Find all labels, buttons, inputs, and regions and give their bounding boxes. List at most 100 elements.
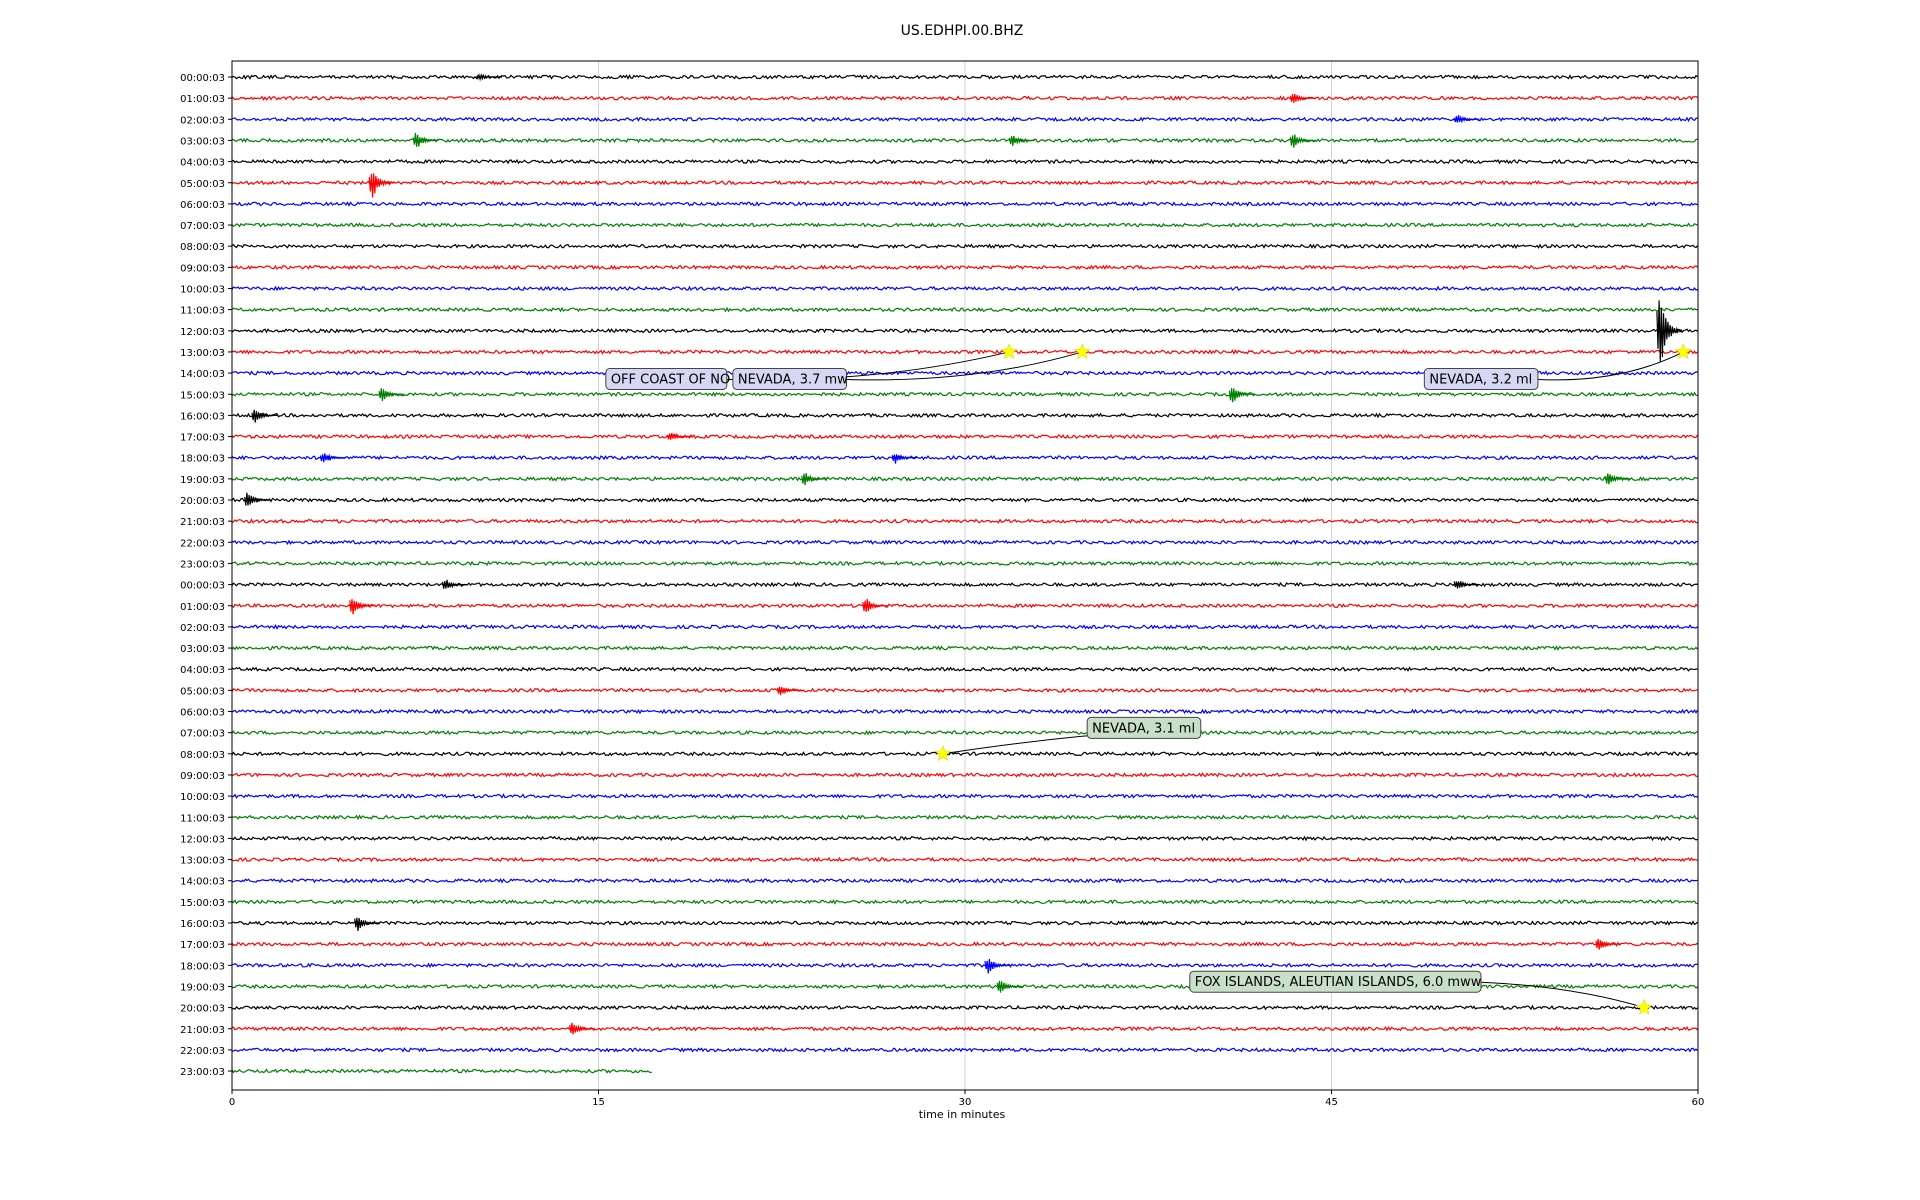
trace-row bbox=[231, 877, 1698, 884]
trace-row bbox=[231, 856, 1698, 863]
x-axis-ticks: 0 15 30 45 60 bbox=[229, 1090, 1705, 1108]
trace-row bbox=[231, 581, 1698, 588]
seismic-burst bbox=[476, 72, 503, 82]
y-tick-label: 18:00:03 bbox=[180, 454, 225, 465]
trace-row bbox=[231, 1004, 1698, 1011]
event-label-box bbox=[605, 367, 728, 390]
y-tick-label: 16:00:03 bbox=[180, 919, 225, 930]
event-label: FOX ISLANDS, ALEUTIAN ISLANDS, 6.0 mww bbox=[1195, 975, 1482, 990]
y-tick-label: 13:00:03 bbox=[180, 348, 225, 359]
event-label: NEVADA, 3.1 ml bbox=[1092, 721, 1195, 736]
trace-row bbox=[231, 137, 1698, 144]
seismic-burst bbox=[996, 980, 1023, 993]
y-tick-label: 03:00:03 bbox=[180, 644, 225, 655]
y-tick-label: 18:00:03 bbox=[180, 961, 225, 972]
event-star-icon bbox=[1635, 998, 1653, 1015]
event-connector bbox=[1537, 351, 1684, 381]
trace-row bbox=[231, 327, 1698, 334]
seismic-burst bbox=[1008, 135, 1035, 146]
trace-row bbox=[231, 264, 1698, 271]
seismic-burst bbox=[862, 599, 889, 612]
seismic-burst bbox=[801, 473, 828, 486]
seismic-burst bbox=[776, 686, 803, 695]
event-label: NEVADA, 3.7 mw bbox=[738, 372, 848, 387]
chart-title: US.EDHPI.00.BHZ bbox=[901, 23, 1024, 39]
y-tick-label: 14:00:03 bbox=[180, 369, 225, 380]
y-tick-label: 02:00:03 bbox=[180, 623, 225, 634]
y-tick-label: 02:00:03 bbox=[180, 115, 225, 126]
trace-row bbox=[231, 603, 1698, 609]
y-tick-label: 08:00:03 bbox=[180, 242, 225, 253]
y-tick-label: 22:00:03 bbox=[180, 538, 225, 549]
y-tick-label: 11:00:03 bbox=[180, 813, 225, 824]
trace-row bbox=[231, 645, 1698, 651]
trace-row bbox=[231, 243, 1698, 250]
y-tick-label: 22:00:03 bbox=[180, 1046, 225, 1057]
trace-row bbox=[231, 560, 1698, 567]
seismic-burst bbox=[891, 453, 918, 464]
y-tick-label: 11:00:03 bbox=[180, 306, 225, 317]
trace-row bbox=[231, 497, 1698, 503]
seismic-burst bbox=[1595, 939, 1622, 950]
trace-row bbox=[231, 899, 1698, 905]
y-tick-label: 01:00:03 bbox=[180, 602, 225, 613]
event-label-box bbox=[1189, 970, 1482, 993]
x-tick-label: 30 bbox=[959, 1097, 972, 1108]
y-tick-label: 06:00:03 bbox=[180, 708, 225, 719]
y-tick-label: 14:00:03 bbox=[180, 877, 225, 888]
trace-row bbox=[231, 940, 1698, 947]
trace-row bbox=[231, 687, 1698, 694]
x-tick-label: 60 bbox=[1692, 1097, 1705, 1108]
seismic-burst bbox=[1453, 115, 1480, 124]
trace-row bbox=[231, 750, 1698, 757]
y-tick-label: 10:00:03 bbox=[180, 285, 225, 296]
seismic-burst bbox=[442, 579, 469, 589]
trace-row bbox=[231, 708, 1699, 715]
y-tick-label: 05:00:03 bbox=[180, 179, 225, 190]
trace-row bbox=[231, 1025, 1698, 1032]
trace-row bbox=[231, 835, 1698, 842]
y-tick-label: 08:00:03 bbox=[180, 750, 225, 761]
trace-row bbox=[231, 201, 1698, 207]
trace-row bbox=[231, 729, 1698, 736]
y-tick-label: 00:00:03 bbox=[180, 73, 225, 84]
seismic-burst bbox=[412, 133, 439, 147]
trace-row bbox=[231, 222, 1698, 228]
trace-row bbox=[231, 476, 1698, 482]
trace-row bbox=[231, 1068, 653, 1074]
trace-row bbox=[231, 116, 1698, 123]
y-tick-label: 13:00:03 bbox=[180, 856, 225, 867]
y-tick-label: 20:00:03 bbox=[180, 496, 225, 507]
event-label: OFF COAST OF NO bbox=[611, 372, 730, 387]
trace-row bbox=[231, 772, 1698, 778]
y-tick-label: 23:00:03 bbox=[180, 1067, 225, 1078]
y-tick-label: 17:00:03 bbox=[180, 940, 225, 951]
y-tick-label: 12:00:03 bbox=[180, 327, 225, 338]
event-connector bbox=[846, 351, 1083, 381]
y-tick-label: 03:00:03 bbox=[180, 136, 225, 147]
trace-row bbox=[231, 306, 1698, 313]
seismic-burst bbox=[1228, 388, 1255, 403]
trace-row bbox=[231, 666, 1698, 672]
seismic-burst bbox=[569, 1022, 596, 1035]
event-connector bbox=[1480, 981, 1645, 1009]
event-label-box bbox=[1423, 367, 1539, 390]
trace-row bbox=[231, 285, 1698, 292]
event-star-icon bbox=[1674, 343, 1692, 360]
y-tick-label: 19:00:03 bbox=[180, 982, 225, 993]
seismic-burst bbox=[368, 173, 395, 198]
y-tick-label: 04:00:03 bbox=[180, 665, 225, 676]
trace-row bbox=[231, 920, 1698, 926]
y-tick-label: 09:00:03 bbox=[180, 263, 225, 274]
event-label: NEVADA, 3.2 ml bbox=[1429, 372, 1532, 387]
y-tick-label: 19:00:03 bbox=[180, 475, 225, 486]
gridlines bbox=[598, 61, 1332, 1090]
seismic-burst bbox=[319, 453, 346, 463]
x-tick-label: 15 bbox=[592, 1097, 605, 1108]
trace-row bbox=[231, 433, 1698, 440]
trace-row bbox=[231, 412, 1698, 419]
trace-row bbox=[231, 179, 1698, 186]
y-tick-label: 06:00:03 bbox=[180, 200, 225, 211]
x-tick-label: 0 bbox=[229, 1097, 235, 1108]
seismic-burst bbox=[349, 599, 376, 615]
